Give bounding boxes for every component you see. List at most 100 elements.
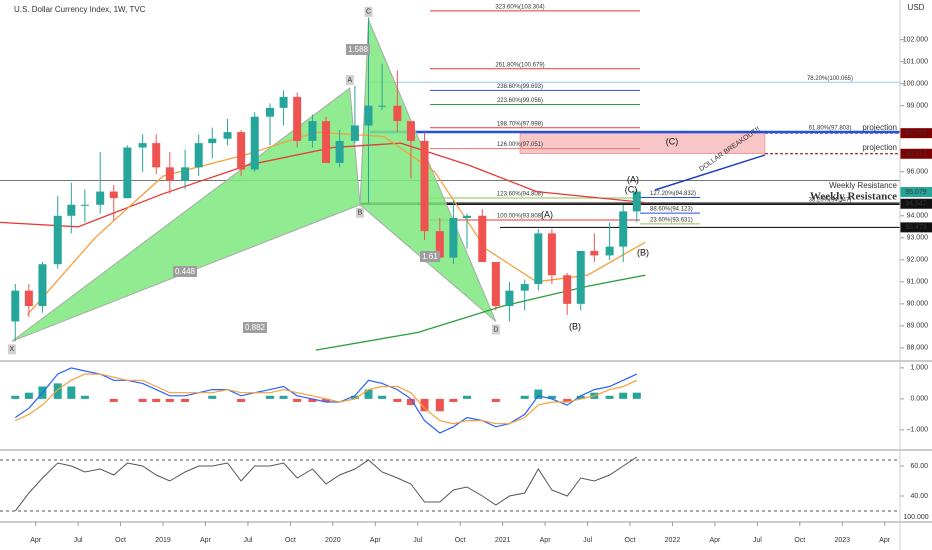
macd-histogram — [520, 395, 529, 399]
breakout-arrow — [654, 154, 766, 191]
macd-histogram — [576, 395, 585, 399]
y-tick-label: 93.000 — [907, 235, 929, 242]
x-tick-label: Jul — [74, 537, 83, 544]
candle-body — [478, 215, 487, 263]
y-tick-label: 91.000 — [907, 279, 929, 286]
macd-histogram — [449, 398, 458, 402]
candle-body — [378, 105, 387, 107]
candle-body — [576, 251, 585, 304]
ratio-label: 1.588 — [348, 45, 369, 54]
rsi-line — [14, 456, 638, 512]
fib-label: 323.60%(103.304) — [495, 4, 544, 10]
price-badge-label: 95.079 — [905, 189, 927, 196]
macd-histogram — [420, 398, 429, 412]
candle-body — [322, 121, 331, 163]
price-badge — [900, 148, 932, 159]
macd-histogram — [11, 395, 20, 399]
y-tick-label: 40.00 — [910, 493, 928, 500]
ratio-labels: 1.588 1.61 0.448 0.882 — [173, 44, 440, 333]
pattern-label: B — [358, 210, 363, 217]
candle-body — [11, 290, 20, 322]
x-tick-label: Oct — [794, 537, 805, 544]
candle-body — [279, 96, 288, 108]
candle-body — [563, 275, 572, 304]
x-tick-label: 2022 — [665, 537, 681, 544]
candle-body — [420, 140, 429, 232]
candle-body — [308, 121, 317, 141]
pattern-label: A — [347, 77, 352, 84]
macd-histogram — [322, 398, 331, 402]
currency: USD — [908, 3, 925, 12]
macd-histogram — [547, 395, 556, 399]
candle-body — [181, 167, 190, 181]
moving-average — [26, 131, 646, 316]
moving-average — [315, 274, 646, 351]
pattern-label-box — [356, 207, 364, 218]
macd-histogram — [350, 395, 359, 399]
x-tick-label: Jul — [583, 537, 592, 544]
rsi-corner-label: 100.000 — [903, 514, 928, 521]
fib-label: 223.60%(99.056) — [497, 98, 543, 104]
y-tick-label: 89.000 — [907, 323, 929, 330]
y-tick-label: 1.000 — [910, 365, 928, 372]
candle-body — [605, 246, 614, 256]
macd-histogram — [605, 395, 614, 399]
y-tick-label: 99.000 — [907, 103, 929, 110]
ratio-box — [420, 251, 440, 262]
macd-histogram — [67, 386, 76, 399]
x-tick-label: Apr — [200, 537, 212, 544]
wave-label: (C) — [666, 136, 679, 146]
macd-histogram — [378, 395, 387, 399]
y-tick-label: 96.000 — [907, 169, 929, 176]
macd-histogram — [138, 398, 147, 402]
price-badge — [900, 187, 932, 198]
candle-body — [266, 107, 274, 117]
candle-body — [632, 191, 641, 212]
macd-histogram — [24, 392, 33, 399]
candle-body — [152, 143, 161, 168]
fib-label: 127.20%(94.832) — [650, 191, 696, 197]
candle-body — [96, 191, 105, 205]
weekly-resistance: Weekly Resistance — [810, 191, 897, 203]
x-tick-label: 2021 — [495, 537, 511, 544]
macd-histogram — [491, 398, 500, 402]
y-tick-label: 88.000 — [907, 345, 929, 352]
fib-label: 238.60%(99.693) — [497, 84, 543, 90]
pattern-label: C — [366, 9, 371, 16]
x-tick-label: 2023 — [834, 537, 850, 544]
candle-body — [590, 251, 599, 256]
y-tick-label: −1.000 — [906, 427, 928, 434]
fib-label: 198.70%(97.998) — [497, 121, 543, 127]
x-tick-label: Jul — [413, 537, 422, 544]
x-tick-label: Oct — [115, 537, 126, 544]
price-badge — [900, 222, 932, 233]
x-tick-label: Oct — [285, 537, 296, 544]
macd-histogram — [152, 398, 161, 402]
candle-body — [335, 140, 344, 163]
macd-histogram — [563, 398, 572, 402]
macd-histogram — [632, 392, 641, 399]
candle-body — [534, 233, 543, 285]
candle-body — [24, 290, 33, 307]
ratio-label: 0.882 — [245, 323, 266, 332]
wave-label: (B) — [637, 247, 649, 257]
y-tick-label: 92.000 — [907, 257, 929, 264]
ratio-label: 1.61 — [422, 252, 438, 261]
price-badge — [900, 198, 932, 209]
projection-label: projection — [862, 143, 897, 152]
y-tick-label: 60.00 — [910, 463, 928, 470]
macd-histogram — [165, 398, 174, 402]
candle-body — [505, 290, 514, 307]
macd-histogram — [208, 395, 217, 399]
macd-histogram — [109, 398, 118, 402]
y-tick-label: 94.000 — [907, 213, 929, 220]
fib-label: 126.00%(97.051) — [497, 142, 543, 148]
x-tick-label: 2019 — [155, 537, 171, 544]
wave-label: (A) — [541, 209, 553, 219]
fib-label: 61.80%(97.803) — [809, 126, 852, 132]
y-tick-label: 102.000 — [903, 36, 928, 43]
price-badge-label: 94.547 — [905, 201, 927, 208]
x-tick-label: Oct — [625, 537, 636, 544]
price-badge-label: 96.817 — [905, 151, 927, 158]
